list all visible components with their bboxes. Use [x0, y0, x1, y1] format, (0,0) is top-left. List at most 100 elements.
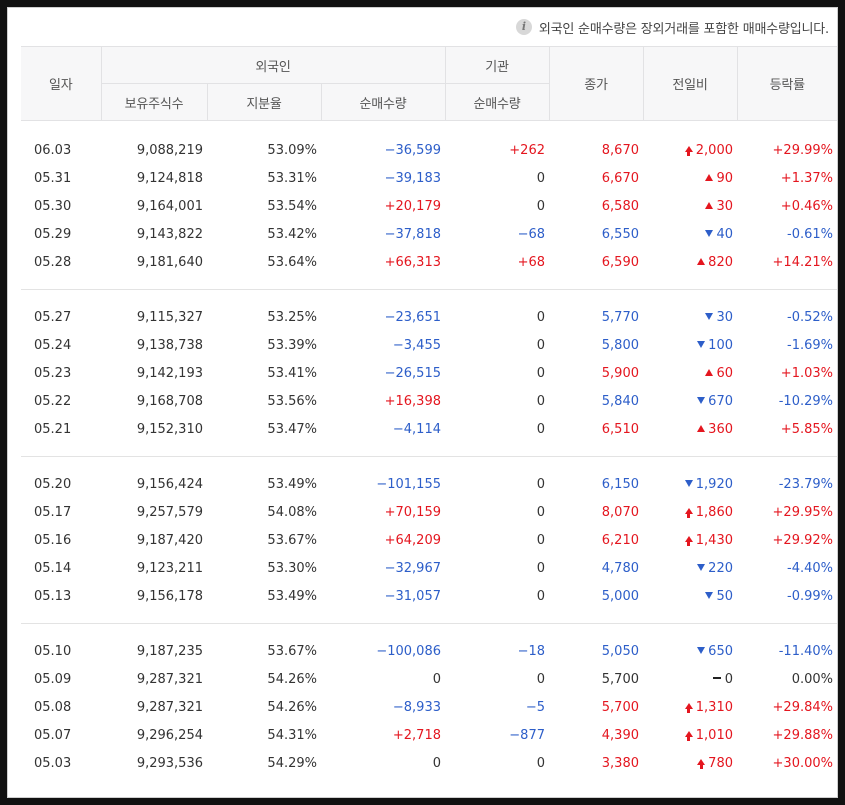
- cell-holdings: 9,138,738: [136, 337, 203, 353]
- cell-rate: +1.37%: [780, 170, 833, 186]
- header-change: 전일비: [642, 46, 738, 121]
- cell-date: 05.13: [34, 588, 72, 604]
- cell-rate: +1.03%: [780, 365, 833, 381]
- cell-share: 53.49%: [267, 588, 317, 604]
- table-row: 05.16 9,187,420 53.67% +64,209 0 6,210 1,430 +2…: [21, 526, 837, 554]
- cell-foreign-net: −101,155: [376, 476, 441, 492]
- cell-share: 54.29%: [267, 755, 317, 771]
- investor-trading-panel: i 외국인 순매수량은 장외거래를 포함한 매매수량입니다. 일자 외국인 기관…: [8, 8, 837, 797]
- cell-inst-net: +68: [517, 254, 545, 270]
- cell-rate: -0.61%: [787, 226, 833, 242]
- table-row: 06.03 9,088,219 53.09% −36,599 +262 8,670 2,00…: [21, 136, 837, 164]
- triangle-down-icon: [705, 229, 714, 237]
- cell-holdings: 9,257,579: [136, 504, 203, 520]
- cell-close: 5,000: [601, 588, 639, 604]
- cell-share: 53.67%: [267, 532, 317, 548]
- cell-change: 30: [643, 192, 737, 220]
- limit-up-arrow-icon: [684, 702, 693, 713]
- cell-date: 05.31: [34, 170, 72, 186]
- triangle-down-icon: [697, 646, 706, 654]
- cell-close: 6,590: [601, 254, 639, 270]
- cell-date: 05.30: [34, 198, 72, 214]
- cell-foreign-net: +64,209: [384, 532, 441, 548]
- triangle-up-icon: [697, 424, 706, 432]
- change-value: 1,010: [695, 727, 733, 743]
- cell-change: 90: [643, 164, 737, 192]
- cell-rate: +0.46%: [780, 198, 833, 214]
- cell-rate: +29.95%: [772, 504, 833, 520]
- cell-close: 6,210: [601, 532, 639, 548]
- cell-inst-net: 0: [536, 476, 545, 492]
- cell-close: 5,700: [601, 671, 639, 687]
- change-value: 2,000: [695, 142, 733, 158]
- cell-foreign-net: −26,515: [384, 365, 441, 381]
- cell-close: 6,510: [601, 421, 639, 437]
- cell-share: 53.56%: [267, 393, 317, 409]
- cell-share: 53.30%: [267, 560, 317, 576]
- change-value: 100: [708, 337, 733, 353]
- cell-date: 05.07: [34, 727, 72, 743]
- cell-share: 53.64%: [267, 254, 317, 270]
- cell-share: 53.54%: [267, 198, 317, 214]
- group-spacer: [21, 443, 837, 457]
- change-value: 60: [716, 365, 733, 381]
- cell-share: 53.39%: [267, 337, 317, 353]
- cell-share: 53.25%: [267, 309, 317, 325]
- cell-change: 360: [643, 415, 737, 443]
- cell-foreign-net: 0: [432, 671, 441, 687]
- table-row: 05.23 9,142,193 53.41% −26,515 0 5,900 60 +1.03…: [21, 359, 837, 387]
- cell-close: 6,670: [601, 170, 639, 186]
- change-value: 1,920: [695, 476, 733, 492]
- table-row: 05.28 9,181,640 53.64% +66,313 +68 6,590 820 +1…: [21, 248, 837, 276]
- cell-change: 1,010: [643, 721, 737, 749]
- cell-inst-net: 0: [536, 504, 545, 520]
- cell-date: 05.28: [34, 254, 72, 270]
- cell-close: 5,840: [601, 393, 639, 409]
- cell-foreign-net: +2,718: [392, 727, 441, 743]
- group-divider: [21, 623, 837, 624]
- cell-holdings: 9,152,310: [136, 421, 203, 437]
- cell-date: 05.21: [34, 421, 72, 437]
- change-value: 30: [716, 198, 733, 214]
- cell-change: 100: [643, 331, 737, 359]
- cell-inst-net: −18: [517, 643, 545, 659]
- cell-inst-net: 0: [536, 588, 545, 604]
- cell-change: 40: [643, 220, 737, 248]
- header-institution: 기관: [444, 46, 550, 84]
- cell-change: 1,310: [643, 693, 737, 721]
- cell-date: 05.17: [34, 504, 72, 520]
- cell-foreign-net: −32,967: [384, 560, 441, 576]
- cell-foreign-net: −4,114: [392, 421, 441, 437]
- cell-inst-net: −68: [517, 226, 545, 242]
- cell-date: 05.29: [34, 226, 72, 242]
- table-row: 05.13 9,156,178 53.49% −31,057 0 5,000 50 -0.99…: [21, 582, 837, 610]
- cell-share: 53.42%: [267, 226, 317, 242]
- cell-share: 53.67%: [267, 643, 317, 659]
- table-row: 05.21 9,152,310 53.47% −4,114 0 6,510 360 +5.85…: [21, 415, 837, 443]
- cell-change: 1,860: [643, 498, 737, 526]
- triangle-down-icon: [697, 563, 706, 571]
- table-row: 05.24 9,138,738 53.39% −3,455 0 5,800 100 -1.69…: [21, 331, 837, 359]
- change-value: 220: [708, 560, 733, 576]
- cell-change: 60: [643, 359, 737, 387]
- cell-date: 05.23: [34, 365, 72, 381]
- triangle-up-icon: [705, 368, 714, 376]
- cell-close: 5,800: [601, 337, 639, 353]
- cell-foreign-net: +20,179: [384, 198, 441, 214]
- cell-holdings: 9,115,327: [136, 309, 203, 325]
- cell-close: 5,700: [601, 699, 639, 715]
- cell-rate: +29.84%: [772, 699, 833, 715]
- trading-table: 일자 외국인 기관 종가 전일비 등락률 보유주식수 지분율 순매수량 순매수량…: [21, 46, 837, 790]
- cell-share: 53.09%: [267, 142, 317, 158]
- cell-rate: -4.40%: [787, 560, 833, 576]
- cell-date: 05.22: [34, 393, 72, 409]
- header-share: 지분율: [206, 83, 322, 121]
- change-value: 1,310: [695, 699, 733, 715]
- cell-close: 8,670: [601, 142, 639, 158]
- limit-up-arrow-icon: [697, 758, 706, 769]
- group-spacer: [21, 777, 837, 790]
- cell-close: 4,780: [601, 560, 639, 576]
- cell-share: 53.49%: [267, 476, 317, 492]
- cell-rate: -0.99%: [787, 588, 833, 604]
- cell-rate: -23.79%: [778, 476, 833, 492]
